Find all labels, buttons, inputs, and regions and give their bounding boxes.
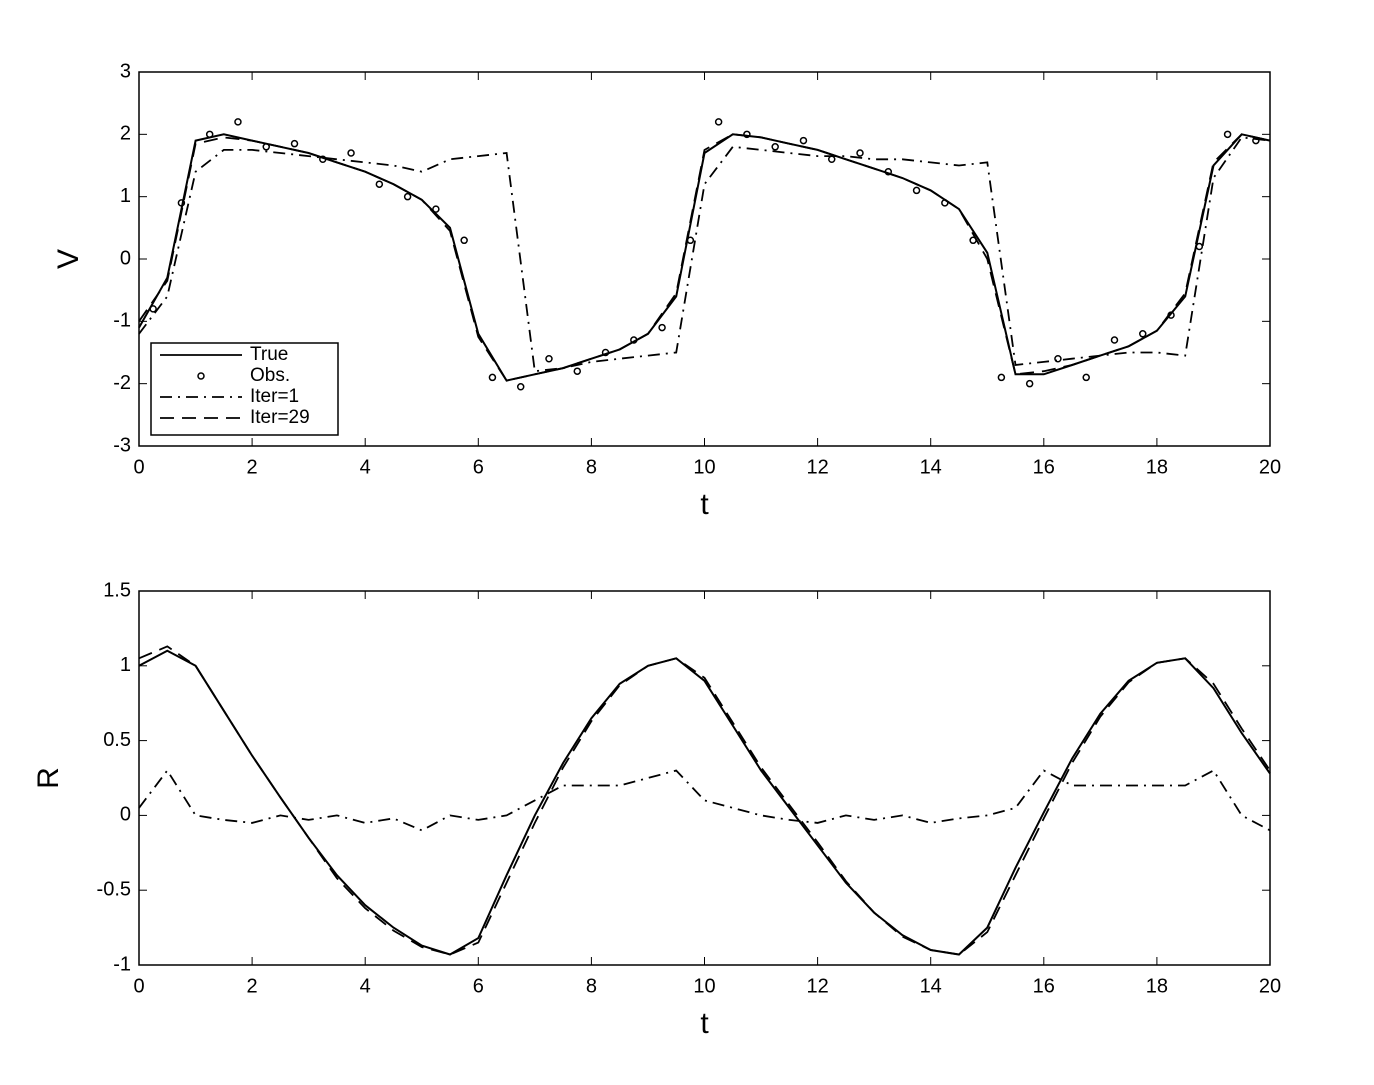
series-line	[138, 136, 1271, 373]
y-tick-label: -2	[113, 372, 131, 394]
y-axis-title: R	[32, 767, 65, 789]
y-axis-title: V	[52, 249, 85, 269]
x-tick-label: 18	[1146, 456, 1168, 478]
obs-marker	[177, 199, 186, 207]
obs-marker	[1223, 130, 1232, 139]
x-tick-label: 8	[586, 975, 597, 997]
y-tick-label: -3	[113, 434, 131, 456]
y-tick-label: 2	[120, 123, 131, 145]
obs-marker	[1025, 379, 1034, 388]
y-tick-label: 0	[120, 804, 131, 826]
obs-marker	[488, 373, 497, 382]
obs-marker	[630, 336, 638, 344]
x-tick-label: 14	[920, 975, 942, 997]
x-tick-label: 14	[920, 456, 942, 478]
obs-marker	[856, 149, 864, 157]
obs-marker	[149, 305, 157, 313]
x-tick-label: 12	[806, 456, 828, 478]
x-tick-label: 0	[133, 456, 144, 478]
obs-marker	[573, 367, 582, 375]
obs-marker	[743, 130, 751, 139]
obs-marker	[375, 180, 384, 188]
series-line	[138, 645, 1271, 956]
x-tick-label: 6	[473, 456, 484, 478]
series-line	[138, 649, 1271, 956]
obs-marker	[827, 155, 836, 164]
obs-marker	[319, 155, 327, 164]
obs-marker	[1082, 373, 1090, 382]
x-axis-title: t	[700, 488, 709, 521]
x-tick-label: 4	[360, 456, 371, 478]
y-tick-label: 1	[120, 185, 131, 207]
x-tick-label: 20	[1259, 975, 1281, 997]
obs-marker	[234, 118, 242, 126]
obs-marker	[1054, 354, 1062, 363]
obs-marker	[205, 130, 214, 139]
x-tick-label: 8	[586, 456, 597, 478]
obs-marker	[799, 136, 808, 145]
x-tick-label: 2	[247, 975, 258, 997]
x-tick-label: 16	[1033, 975, 1055, 997]
x-tick-label: 4	[360, 975, 371, 997]
obs-marker	[912, 186, 921, 195]
y-tick-label: -1	[113, 310, 131, 332]
obs-marker	[714, 118, 723, 126]
obs-marker	[262, 143, 270, 151]
legend-label: Obs.	[250, 365, 290, 386]
legend-box	[150, 342, 339, 436]
obs-marker	[997, 373, 1006, 382]
x-tick-label: 12	[806, 975, 828, 997]
y-tick-label: -0.5	[97, 878, 131, 900]
obs-marker	[460, 236, 468, 245]
obs-marker	[658, 323, 666, 332]
x-tick-label: 2	[247, 456, 258, 478]
legend-label: True	[250, 344, 288, 365]
obs-marker	[1110, 336, 1119, 344]
obs-marker	[516, 383, 525, 391]
x-tick-label: 10	[693, 975, 715, 997]
plot-frame	[138, 590, 1271, 966]
y-tick-label: 3	[120, 60, 131, 82]
obs-marker	[347, 149, 355, 157]
x-tick-label: 16	[1033, 456, 1055, 478]
obs-marker	[432, 205, 440, 213]
x-tick-label: 10	[693, 456, 715, 478]
series-line	[138, 768, 1271, 832]
series-line	[138, 133, 1271, 382]
y-tick-label: 1	[120, 654, 131, 676]
legend-label: Iter=1	[250, 386, 299, 407]
legend-label: Iter=29	[250, 407, 310, 428]
legend-marker	[197, 372, 205, 380]
obs-marker	[545, 354, 553, 363]
x-tick-label: 0	[133, 975, 144, 997]
y-tick-label: 0.5	[103, 729, 131, 751]
obs-marker	[1195, 242, 1204, 251]
obs-marker	[403, 192, 412, 201]
y-tick-label: -1	[113, 953, 131, 975]
y-tick-label: 0	[120, 247, 131, 269]
x-axis-title: t	[700, 1007, 709, 1040]
obs-marker	[771, 143, 779, 151]
x-tick-label: 20	[1259, 456, 1281, 478]
obs-marker	[290, 139, 299, 148]
x-tick-label: 6	[473, 975, 484, 997]
x-tick-label: 18	[1146, 975, 1168, 997]
obs-marker	[1139, 330, 1147, 338]
y-tick-label: 1.5	[103, 579, 131, 601]
